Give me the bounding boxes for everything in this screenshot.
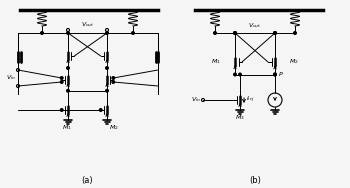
Circle shape (41, 32, 43, 34)
Text: $M_3$: $M_3$ (235, 113, 245, 122)
Circle shape (67, 32, 69, 34)
Circle shape (106, 32, 108, 34)
Circle shape (67, 89, 69, 92)
Text: (a): (a) (81, 176, 93, 185)
Circle shape (112, 81, 114, 83)
Text: $M_2$: $M_2$ (289, 58, 299, 66)
Text: $I_{inj}$: $I_{inj}$ (246, 95, 255, 105)
Text: $V_{out}$: $V_{out}$ (248, 21, 262, 30)
Circle shape (106, 67, 108, 69)
Circle shape (61, 81, 63, 83)
Text: $V_{in}$: $V_{in}$ (6, 74, 16, 83)
Circle shape (294, 32, 296, 34)
Circle shape (274, 73, 276, 76)
Circle shape (106, 89, 108, 92)
Text: $V_{in}$: $V_{in}$ (191, 96, 201, 105)
Circle shape (234, 73, 236, 76)
Text: $M_1$: $M_1$ (62, 123, 72, 132)
Circle shape (234, 32, 236, 34)
Circle shape (274, 32, 276, 34)
Circle shape (132, 32, 134, 34)
Text: $V_{out}$: $V_{out}$ (81, 20, 94, 29)
Circle shape (239, 73, 241, 76)
Circle shape (61, 109, 63, 111)
Circle shape (112, 77, 114, 79)
Text: $M_1$: $M_1$ (211, 58, 221, 66)
Circle shape (214, 32, 216, 34)
Text: (b): (b) (249, 176, 261, 185)
Circle shape (67, 67, 69, 69)
Circle shape (61, 77, 63, 79)
Circle shape (99, 109, 102, 111)
Text: $M_2$: $M_2$ (109, 123, 119, 132)
Text: $P$: $P$ (278, 70, 284, 79)
Circle shape (274, 73, 276, 76)
